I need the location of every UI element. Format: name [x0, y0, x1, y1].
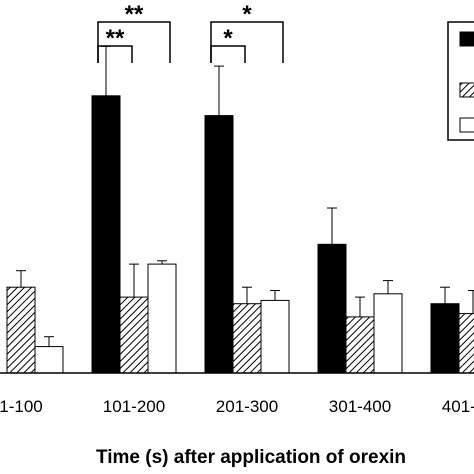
- significance-brackets: ** *** *: [97, 1, 284, 63]
- x-tick-label: 101-200: [103, 397, 165, 416]
- legend-swatch-open: [459, 117, 474, 133]
- x-tick-label: 1-100: [0, 397, 43, 416]
- significance-bracket: [97, 45, 133, 63]
- significance-label: *: [223, 25, 233, 52]
- bar-hatched-101-200: [119, 296, 149, 374]
- significance-label: *: [242, 1, 252, 28]
- bar-solid-301-400: [317, 243, 347, 374]
- bars-layer: [6, 45, 474, 374]
- bar-solid-201-300: [204, 115, 234, 374]
- bar-hatched-401-500: [458, 313, 474, 374]
- significance-label: **: [125, 1, 144, 28]
- bar-solid-101-200: [91, 95, 121, 374]
- x-axis-label: Time (s) after application of orexin: [96, 447, 406, 468]
- bar-open-301-400: [373, 293, 403, 374]
- x-tick-label: 201-300: [216, 397, 278, 416]
- bar-solid-401-500: [430, 303, 460, 374]
- legend-swatch-solid: [459, 31, 474, 47]
- x-tick-label: 301-400: [329, 397, 391, 416]
- bar-hatched-201-300: [232, 303, 262, 374]
- bar-hatched-1-100: [6, 286, 36, 374]
- x-tick-labels: 1-100 101-200 201-300 301-400 401-500: [0, 397, 474, 416]
- significance-label: **: [106, 25, 125, 52]
- bar-open-1-100: [34, 346, 64, 374]
- significance-bracket: [97, 21, 171, 63]
- bar-open-201-300: [260, 299, 290, 374]
- bar-hatched-301-400: [345, 316, 375, 374]
- significance-bracket: [210, 21, 284, 63]
- legend-swatch-hatched: [459, 82, 474, 98]
- legend: [447, 21, 474, 141]
- bar-open-101-200: [147, 263, 177, 374]
- x-tick-label: 401-500: [442, 397, 474, 416]
- significance-bracket: [210, 45, 246, 63]
